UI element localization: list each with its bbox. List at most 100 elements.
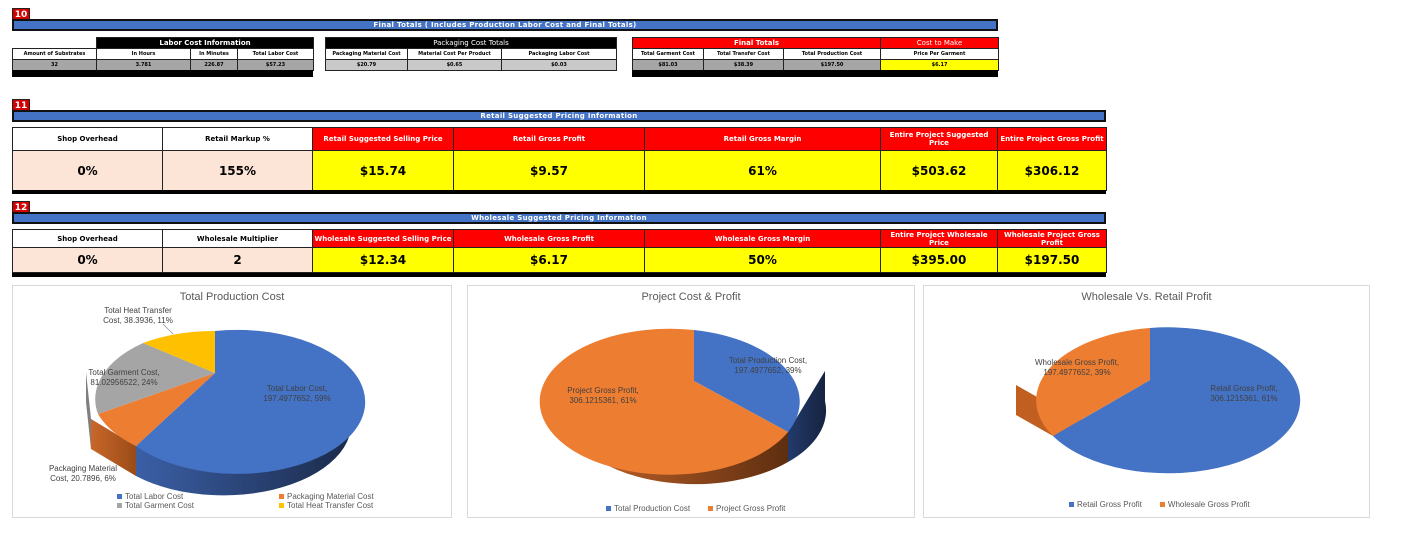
packaging-cost-title: Packaging Cost Totals	[325, 37, 617, 49]
retail-value-shop-overhead[interactable]: 0%	[12, 150, 163, 191]
swatch-icon	[279, 503, 284, 508]
label-garment: Total Garment Cost, 81.02956522, 24%	[88, 368, 160, 387]
section-11-banner: Retail Suggested Pricing Information	[12, 110, 1106, 122]
final-value-price-per-garment[interactable]: $6.17	[880, 59, 1000, 71]
retail-header-project-price: Entire Project Suggested Price	[880, 127, 998, 151]
swatch-icon	[279, 494, 284, 499]
cost-to-make-title: Cost to Make	[880, 37, 1000, 49]
section-10-banner: Final Totals ( Includes Production Labor…	[12, 19, 998, 31]
swatch-icon	[708, 506, 714, 511]
retail-header-selling-price: Retail Suggested Selling Price	[312, 127, 454, 151]
packaging-cost-table: Packaging Cost Totals Packaging Material…	[325, 37, 617, 71]
chart-title: Wholesale Vs. Retail Profit	[1081, 291, 1212, 303]
final-value-transfer[interactable]: $38.39	[703, 59, 784, 71]
legend-item-production-cost[interactable]: Total Production Cost	[606, 504, 690, 513]
label-retail-profit: Retail Gross Profit, 306.1215361, 61%	[1210, 384, 1278, 403]
legend-item-garment[interactable]: Total Garment Cost	[117, 501, 279, 510]
packaging-value-labor[interactable]: $0.03	[501, 59, 617, 71]
labor-header-total: Total Labor Cost	[237, 48, 314, 60]
labor-value-total[interactable]: $57.23	[237, 59, 314, 71]
swatch-icon	[1159, 502, 1165, 507]
labor-value-substrates[interactable]: 32	[12, 59, 97, 71]
labor-table-footer	[12, 70, 313, 77]
labor-header-substrates: Amount of Substrates	[12, 48, 97, 60]
label-packaging: Packaging Material Cost, 20.7896, 6%	[48, 464, 118, 483]
pie-3d-production-cost	[86, 323, 366, 496]
labor-value-hours[interactable]: 3.781	[96, 59, 191, 71]
retail-pricing-table: Shop Overhead Retail Markup % Retail Sug…	[12, 127, 1107, 191]
retail-value-selling-price[interactable]: $15.74	[312, 150, 454, 191]
swatch-icon	[117, 503, 122, 508]
wholesale-value-gross-margin[interactable]: 50%	[644, 247, 881, 273]
wholesale-value-project-price[interactable]: $395.00	[880, 247, 998, 273]
labor-cost-title: Labor Cost Information	[96, 37, 314, 49]
label-heat-transfer: Total Heat Transfer Cost, 38.3936, 11%	[103, 306, 173, 325]
legend: Total Labor Cost Packaging Material Cost…	[117, 492, 374, 510]
final-header-garment: Total Garment Cost	[632, 48, 704, 60]
legend-item-wholesale-profit[interactable]: Wholesale Gross Profit	[1159, 500, 1250, 509]
wholesale-header-selling-price: Wholesale Suggested Selling Price	[312, 229, 454, 248]
packaging-header-per-product: Material Cost Per Product	[407, 48, 502, 60]
legend: Total Production Cost Project Gross Prof…	[606, 504, 785, 513]
wholesale-table-footer	[12, 273, 1106, 277]
wholesale-value-gross-profit[interactable]: $6.17	[453, 247, 645, 273]
wholesale-header-project-price: Entire Project Wholesale Price	[880, 229, 998, 248]
chart-title: Project Cost & Profit	[641, 291, 741, 303]
labor-value-minutes[interactable]: 226.87	[190, 59, 238, 71]
chart-title: Total Production Cost	[179, 291, 285, 303]
wholesale-header-shop-overhead: Shop Overhead	[12, 229, 163, 248]
wholesale-header-multiplier: Wholesale Multiplier	[162, 229, 313, 248]
packaging-value-per-product[interactable]: $0.65	[407, 59, 502, 71]
retail-value-project-price[interactable]: $503.62	[880, 150, 998, 191]
final-value-garment[interactable]: $81.03	[632, 59, 704, 71]
legend: Retail Gross Profit Wholesale Gross Prof…	[1069, 500, 1250, 509]
wholesale-value-multiplier[interactable]: 2	[162, 247, 313, 273]
wholesale-value-project-profit[interactable]: $197.50	[997, 247, 1107, 273]
wholesale-value-shop-overhead[interactable]: 0%	[12, 247, 163, 273]
legend-item-heat-transfer[interactable]: Total Heat Transfer Cost	[279, 501, 373, 510]
label-project-profit: Project Gross Profit, 306.1215361, 61%	[567, 386, 639, 405]
retail-header-project-profit: Entire Project Gross Profit	[997, 127, 1107, 151]
label-production-cost: Total Production Cost, 197.4977652, 39%	[728, 356, 808, 375]
wholesale-value-selling-price[interactable]: $12.34	[312, 247, 454, 273]
chart-total-production-cost[interactable]: Total Production Cost Total Labor Cost, 1…	[12, 285, 452, 518]
chart-project-cost-profit[interactable]: Project Cost & Profit Total Production C…	[467, 285, 915, 518]
section-12-banner: Wholesale Suggested Pricing Information	[12, 212, 1106, 224]
chart-wholesale-vs-retail[interactable]: Wholesale Vs. Retail Profit Retail Gross…	[923, 285, 1370, 518]
retail-value-gross-margin[interactable]: 61%	[644, 150, 881, 191]
pie-3d-cost-profit	[539, 328, 827, 485]
swatch-icon	[117, 494, 122, 499]
labor-header-minutes: In Minutes	[190, 48, 238, 60]
retail-header-markup: Retail Markup %	[162, 127, 313, 151]
wholesale-header-gross-margin: Wholesale Gross Margin	[644, 229, 881, 248]
legend-item-retail-profit[interactable]: Retail Gross Profit	[1069, 500, 1142, 509]
retail-value-gross-profit[interactable]: $9.57	[453, 150, 645, 191]
final-totals-title: Final Totals	[631, 37, 882, 49]
retail-header-gross-profit: Retail Gross Profit	[453, 127, 645, 151]
final-header-production: Total Production Cost	[782, 48, 882, 60]
legend-item-project-profit[interactable]: Project Gross Profit	[708, 504, 785, 513]
packaging-header-material: Packaging Material Cost	[325, 48, 408, 60]
pie-3d-wholesale-retail	[1016, 327, 1301, 474]
label-wholesale-profit: Wholesale Gross Profit, 197.4977652, 39%	[1034, 358, 1120, 377]
legend-item-labor[interactable]: Total Labor Cost	[117, 492, 279, 501]
retail-table-footer	[12, 190, 1106, 194]
wholesale-pricing-table: Shop Overhead Wholesale Multiplier Whole…	[12, 229, 1107, 273]
final-table-footer	[632, 70, 998, 77]
labor-header-hours: In Hours	[96, 48, 191, 60]
final-totals-table: Final Totals Cost to Make Total Garment …	[631, 37, 1000, 71]
retail-value-project-profit[interactable]: $306.12	[997, 150, 1107, 191]
swatch-icon	[606, 506, 611, 511]
packaging-value-material[interactable]: $20.79	[325, 59, 408, 71]
final-value-production[interactable]: $197.50	[782, 59, 882, 71]
final-header-price-per-garment: Price Per Garment	[880, 48, 1000, 60]
packaging-header-labor: Packaging Labor Cost	[501, 48, 617, 60]
wholesale-header-project-profit: Wholesale Project Gross Profit	[997, 229, 1107, 248]
legend-item-packaging[interactable]: Packaging Material Cost	[279, 492, 374, 501]
retail-value-markup[interactable]: 155%	[162, 150, 313, 191]
labor-cost-table: Labor Cost Information Amount of Substra…	[12, 37, 314, 71]
retail-header-gross-margin: Retail Gross Margin	[644, 127, 881, 151]
retail-header-shop-overhead: Shop Overhead	[12, 127, 163, 151]
swatch-icon	[1069, 502, 1074, 507]
final-header-transfer: Total Transfer Cost	[703, 48, 784, 60]
